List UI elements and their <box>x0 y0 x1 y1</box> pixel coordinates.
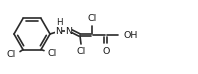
Text: N: N <box>55 26 63 36</box>
Text: Cl: Cl <box>76 47 86 56</box>
Text: Cl: Cl <box>7 50 16 59</box>
Text: OH: OH <box>124 30 138 40</box>
Text: Cl: Cl <box>87 14 97 23</box>
Text: H: H <box>56 18 62 27</box>
Text: O: O <box>102 46 110 56</box>
Text: Cl: Cl <box>48 49 57 58</box>
Text: N: N <box>66 26 72 36</box>
